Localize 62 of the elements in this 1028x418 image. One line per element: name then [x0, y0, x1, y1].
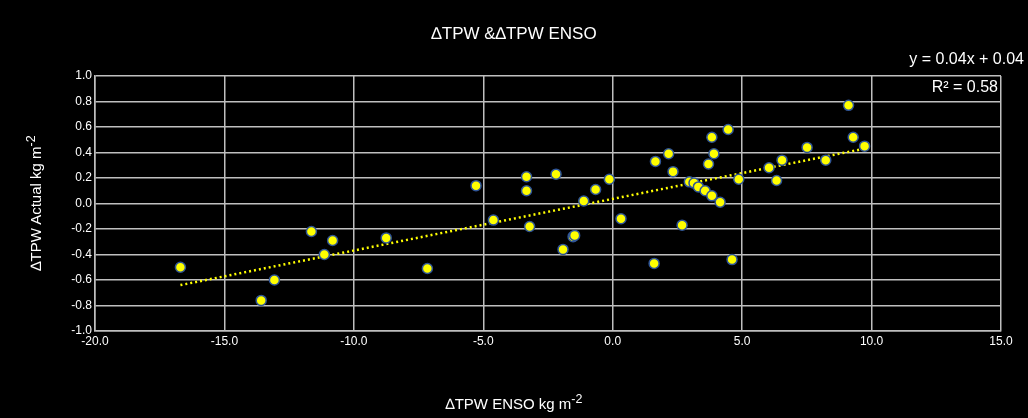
y-tick-label: -0.4	[71, 246, 93, 261]
point	[470, 179, 482, 192]
y-tick-label: 0.2	[75, 170, 93, 185]
point	[174, 261, 187, 273]
point	[589, 183, 602, 196]
x-tick-label: 15.0	[989, 333, 1013, 348]
point	[776, 154, 788, 166]
text: y = 0.04x + 0.04	[909, 50, 1024, 68]
point	[305, 225, 318, 238]
point	[523, 220, 536, 233]
point	[842, 99, 855, 112]
point	[706, 190, 718, 202]
point	[421, 262, 434, 275]
point	[520, 185, 533, 197]
point	[318, 248, 331, 261]
point	[708, 148, 720, 160]
point	[649, 155, 662, 168]
y-tick-label: 1.0	[75, 68, 93, 83]
y-tick-label: 0.0	[75, 195, 93, 210]
point	[847, 131, 859, 143]
point	[667, 165, 679, 178]
point	[557, 243, 569, 256]
y-tick-label: -0.6	[71, 272, 93, 287]
y-tick-label: 0.8	[75, 93, 93, 108]
x-tick-label: -5.0	[472, 333, 494, 348]
y-tick-label: 0.6	[75, 119, 93, 134]
point	[255, 294, 267, 307]
x-tick-label: -20.0	[81, 333, 109, 348]
point	[380, 232, 392, 244]
point	[603, 173, 616, 186]
point	[487, 214, 500, 226]
point	[726, 253, 738, 266]
point	[733, 173, 745, 186]
point	[326, 234, 339, 247]
point	[550, 168, 562, 180]
point	[820, 154, 832, 166]
point	[702, 158, 715, 170]
annotation: R² = 0.58	[931, 78, 998, 96]
point	[858, 140, 871, 152]
x-tick-label: 0.0	[604, 333, 622, 348]
point	[615, 213, 627, 225]
point	[520, 170, 533, 183]
point	[268, 274, 281, 286]
x-tick-label: -10.0	[340, 333, 368, 348]
point	[763, 162, 775, 174]
y-tick-label: -0.8	[71, 297, 93, 312]
x-tick-label: 10.0	[859, 333, 884, 348]
point	[676, 219, 688, 231]
point	[714, 196, 726, 208]
chart-title: ∆TPW &∆TPW ENSO	[430, 24, 598, 44]
point	[706, 131, 718, 143]
x-tick-label: 5.0	[733, 333, 751, 348]
point	[770, 174, 783, 187]
x-tick-label: -15.0	[210, 333, 239, 348]
point	[722, 123, 734, 136]
point	[577, 195, 590, 207]
y-tick-label: -0.2	[71, 221, 93, 236]
point	[801, 141, 813, 154]
point	[648, 257, 660, 270]
x-axis-title: ∆TPW ENSO kg m$^{-2}$	[444, 392, 584, 412]
point	[662, 148, 675, 160]
y-tick-label: 0.4	[75, 144, 93, 159]
